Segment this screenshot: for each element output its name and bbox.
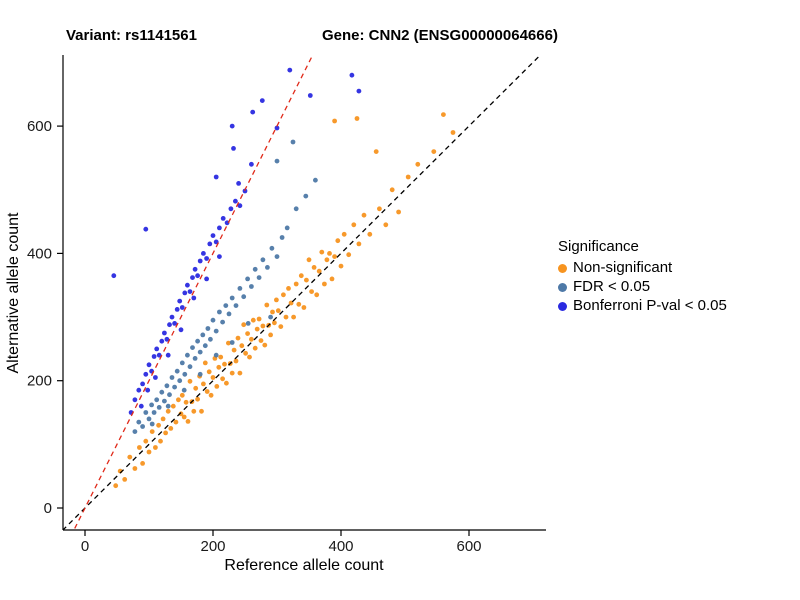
legend-item-label: FDR < 0.05 [573,278,651,295]
legend-item-label: Non-significant [573,259,673,276]
fit-line [72,55,314,531]
identity-line [63,54,541,531]
y-tick-label: 0 [44,500,52,517]
x-tick-label: 600 [456,538,481,555]
fdr-dot-icon [558,282,567,292]
reference-lines-layer [63,54,541,531]
x-axis-label: Reference allele count [224,557,384,574]
legend-item-bonferroni: Bonferroni P-val < 0.05 [558,297,727,315]
legend-item-fdr: FDR < 0.05 [558,278,727,296]
points-layer [111,67,456,489]
legend-item-label: Bonferroni P-val < 0.05 [573,297,727,314]
x-tick-label: 0 [81,538,89,555]
series-2 [111,67,362,415]
y-tick-label: 200 [27,373,52,390]
legend: Significance Non-significant FDR < 0.05 … [558,238,727,316]
series-0 [113,112,456,489]
bonferroni-dot-icon [558,301,567,311]
non-significant-dot-icon [558,263,567,273]
x-tick-label: 400 [328,538,353,555]
y-tick-label: 400 [27,245,52,262]
x-axis: 0 200 400 600 [81,530,482,555]
y-axis-label: Alternative allele count [5,212,22,374]
series-1 [132,139,318,434]
legend-title: Significance [558,238,639,255]
x-tick-label: 200 [200,538,225,555]
plot-title-variant: Variant: rs1141561 [66,27,197,44]
legend-item-non-significant: Non-significant [558,259,727,277]
plot-title-gene: Gene: CNN2 (ENSG00000064666) [322,27,558,44]
y-tick-label: 600 [27,118,52,135]
y-axis: 0 200 400 600 [27,118,63,517]
